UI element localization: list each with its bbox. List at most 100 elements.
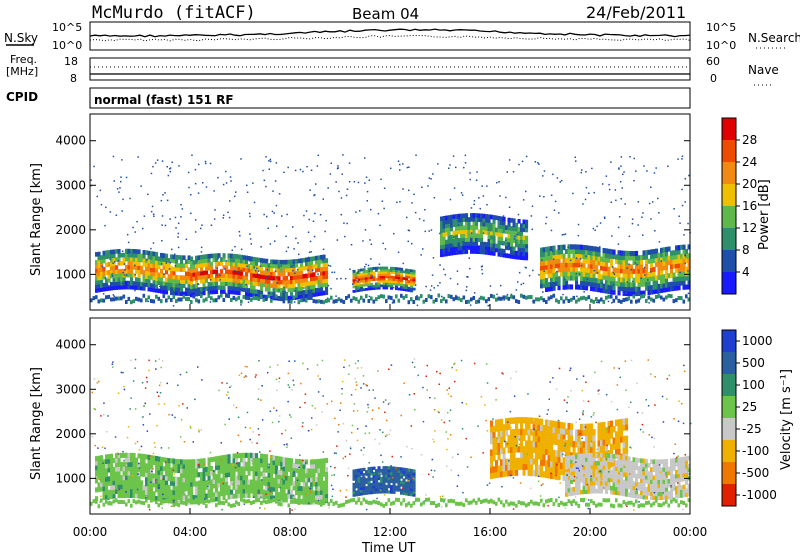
scatter-cell [633,157,635,160]
echo-cell [312,481,316,487]
echo-cell [357,280,361,283]
echo-cell [205,258,209,263]
echo-cell [555,438,559,445]
echo-cell [670,494,674,500]
echo-cell [367,483,371,487]
scatter-cell [221,382,223,384]
ground-cell [487,297,491,302]
echo-cell [677,473,681,479]
echo-cell [585,249,589,255]
scatter-cell [293,301,296,303]
echo-cell [250,484,254,490]
echo-cell [167,475,171,481]
echo-cell [357,278,361,281]
echo-cell [650,487,654,492]
echo-cell [97,486,101,492]
echo-cell [562,257,566,263]
echo-cell [400,272,404,276]
scatter-cell [292,379,294,382]
echo-cell [235,453,239,459]
echo-cell [237,278,241,284]
echo-cell [542,424,546,432]
scatter-cell [455,251,458,253]
echo-cell [370,285,374,288]
scatter-cell [637,224,639,226]
echo-cell [242,470,246,476]
scatter-cell [481,265,483,267]
echo-cell [167,278,171,283]
echo-cell [300,459,304,465]
nsearch-tick-bottom: 10^0 [706,39,736,52]
echo-cell [555,254,559,260]
echo-cell [567,491,571,497]
echo-cell [177,494,181,500]
echo-cell [680,280,684,286]
echo-cell [612,460,616,468]
echo-cell [675,485,679,491]
echo-cell [477,229,481,234]
scatter-cell [194,219,197,221]
echo-cell [220,277,224,282]
scatter-cell [111,275,114,277]
echo-cell [620,418,624,426]
scatter-cell [123,274,125,276]
echo-cell [640,264,644,270]
echo-cell [392,487,396,492]
echo-cell [640,486,644,492]
echo-cell [107,467,111,473]
echo-cell [575,262,579,268]
echo-cell [122,479,126,485]
echo-cell [512,463,516,471]
ground-cell [535,297,538,302]
echo-cell [362,478,366,482]
scatter-cell [444,273,446,276]
echo-cell [307,281,311,286]
scatter-cell [453,187,456,189]
echo-cell [565,266,569,272]
echo-cell [307,293,311,298]
echo-cell [237,462,241,468]
echo-cell [575,486,579,492]
echo-cell [245,267,249,273]
scatter-cell [439,264,441,266]
echo-cell [630,291,634,297]
echo-cell [562,284,566,290]
echo-cell [595,464,599,470]
echo-cell [652,479,656,484]
echo-cell [257,471,261,477]
echo-cell [230,277,234,283]
echo-cell [560,249,564,255]
echo-cell [150,464,154,470]
ground-cell [495,297,498,302]
echo-cell [412,274,416,278]
echo-cell [367,274,371,277]
echo-cell [625,488,629,493]
echo-cell [590,452,594,458]
echo-cell [125,461,129,467]
echo-cell [170,476,174,482]
scatter-cell [640,277,642,279]
echo-cell [192,468,196,474]
echo-cell [277,483,281,489]
scatter-cell [630,359,633,362]
scatter-cell [134,231,136,233]
ground-cell [560,296,563,301]
echo-cell [620,471,624,476]
ground-cell [455,295,458,300]
echo-cell [170,471,174,477]
echo-cell [560,462,564,469]
ground-cell [595,297,598,302]
echo-cell [280,267,284,273]
scatter-cell [268,275,270,277]
echo-cell [655,248,659,254]
echo-cell [352,290,356,293]
echo-cell [407,289,411,292]
scatter-cell [381,200,384,202]
echo-cell [165,289,169,295]
echo-cell [452,242,456,248]
scatter-cell [427,185,429,187]
colorbar-tick-label: 28 [742,133,757,147]
echo-cell [492,449,496,456]
echo-cell [310,276,314,282]
scatter-cell [181,208,184,210]
